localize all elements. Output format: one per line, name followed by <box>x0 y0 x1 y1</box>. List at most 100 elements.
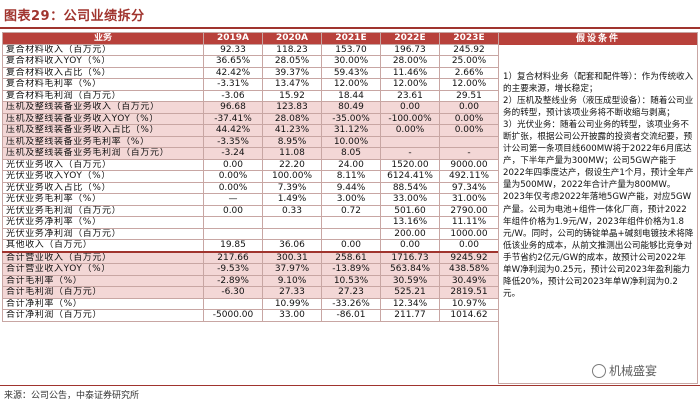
row-label: 复合材料毛利润（百万元） <box>2 89 204 102</box>
cell-value: 10.99% <box>262 297 322 310</box>
table-row: 合计净利润（百万元） -5000.00 33.00 -86.01 211.77 1014.… <box>2 309 499 322</box>
watermark: 机械盛宴 <box>592 362 657 379</box>
cell-value: 12.00% <box>321 78 381 91</box>
cell-value: -9.53% <box>203 263 263 276</box>
cell-value: 2790.00 <box>439 204 499 217</box>
row-label: 复合材料收入占比（%） <box>2 66 204 79</box>
table-row: 其他收入（百万元） 19.85 36.06 0.00 0.00 0.00 <box>2 239 499 252</box>
cell-value: 10.97% <box>439 297 499 310</box>
cell-value: 22.20 <box>262 158 322 171</box>
cell-value: 10.00% <box>321 135 381 148</box>
row-label: 光伏业务毛利润（百万元） <box>2 204 204 217</box>
cell-value: 29.51 <box>439 89 499 102</box>
cell-value: 28.05% <box>262 55 322 68</box>
cell-value: — <box>203 193 263 206</box>
row-label: 光伏业务净利润（百万元） <box>2 227 204 240</box>
row-label: 压机及整线装备业务收入占比（%） <box>2 124 204 137</box>
table-row: 光伏业务毛利率（%） —1.49% 3.00% 33.00% 31.00% <box>2 193 499 206</box>
cell-value: 2.66% <box>439 66 499 79</box>
header-2019a: 2019A <box>203 32 263 45</box>
cell-value: 13.16% <box>380 216 440 229</box>
cell-value: 31.00% <box>439 193 499 206</box>
cell-value: 0.33 <box>262 204 322 217</box>
cell-value: 97.34% <box>439 181 499 194</box>
row-label: 光伏业务毛利率（%） <box>2 193 204 206</box>
cell-value <box>321 216 381 229</box>
table-row: 光伏业务毛利润（百万元） 0.00 0.33 0.72 501.60 2790.00 <box>2 204 499 217</box>
cell-value: 41.23% <box>262 124 322 137</box>
table-row: 光伏业务收入YOY（%） 0.00% 100.00% 8.11% 6124.41% 492… <box>2 170 499 183</box>
assumptions-panel: 假设条件 1）复合材料业务（配套和配件等）：作为传统收入的主要来源，增长稳定； … <box>498 32 698 384</box>
cell-value: 217.66 <box>203 250 263 264</box>
bottom-divider <box>0 385 700 386</box>
cell-value: 44.42% <box>203 124 263 137</box>
cell-value: 28.00% <box>380 55 440 68</box>
cell-value: 0.00 <box>439 101 499 114</box>
cell-value: -37.41% <box>203 112 263 125</box>
cell-value: 11.11% <box>439 216 499 229</box>
title-divider <box>0 27 700 29</box>
cell-value: 30.49% <box>439 274 499 287</box>
cell-value: -35.00% <box>321 112 381 125</box>
assumptions-header: 假设条件 <box>499 33 697 45</box>
cell-value: 92.33 <box>203 43 263 56</box>
cell-value: 9000.00 <box>439 158 499 171</box>
cell-value: 8.05 <box>321 147 381 160</box>
cell-value: 25.00% <box>439 55 499 68</box>
row-label: 合计净利率（%） <box>2 297 204 310</box>
table-row: 压机及整线装备业务收入YOY（%） -37.41% 28.08% -35.00% -10… <box>2 112 499 125</box>
cell-value: - <box>439 147 499 160</box>
cell-value: -3.35% <box>203 135 263 148</box>
cell-value: 211.77 <box>380 309 440 322</box>
cell-value: 492.11% <box>439 170 499 183</box>
cell-value: 27.33 <box>262 286 322 299</box>
cell-value: 0.00% <box>203 170 263 183</box>
row-label: 复合材料毛利率（%） <box>2 78 204 91</box>
cell-value: 39.37% <box>262 66 322 79</box>
cell-value: 9245.92 <box>439 250 499 264</box>
cell-value: 0.00 <box>203 158 263 171</box>
cell-value: -3.06 <box>203 89 263 102</box>
row-label: 合计营业收入YOY（%） <box>2 263 204 276</box>
cell-value: 30.59% <box>380 274 440 287</box>
cell-value: 36.06 <box>262 239 322 252</box>
cell-value <box>262 216 322 229</box>
cell-value: -13.89% <box>321 263 381 276</box>
cell-value: 19.85 <box>203 239 263 252</box>
cell-value: 6124.41% <box>380 170 440 183</box>
cell-value: 0.00 <box>380 101 440 114</box>
table-row: 复合材料毛利率（%） -3.31% 13.47% 12.00% 12.00% 12.00% <box>2 78 499 91</box>
cell-value: 1520.00 <box>380 158 440 171</box>
table-row: 合计毛利润（百万元） -6.30 27.33 27.23 525.21 2819.51 <box>2 286 499 299</box>
cell-value: 11.08 <box>262 147 322 160</box>
table-header-row: 业务 2019A 2020A 2021E 2022E 2023E <box>2 32 499 45</box>
row-label: 光伏业务收入YOY（%） <box>2 170 204 183</box>
cell-value: 0.00 <box>321 239 381 252</box>
table-row: 光伏业务净利润（百万元） 200.00 1000.00 <box>2 227 499 240</box>
cell-value: 15.92 <box>262 89 322 102</box>
cell-value: 200.00 <box>380 227 440 240</box>
table-row: 复合材料毛利润（百万元） -3.06 15.92 18.44 23.61 29.51 <box>2 89 499 102</box>
assumption-pv: 3）光伏业务：随着公司业务的转型，该项业务不断扩张，根据公司公开披露的投资者交流… <box>503 120 694 299</box>
cell-value: -5000.00 <box>203 309 263 322</box>
cell-value: 28.08% <box>262 112 322 125</box>
cell-value: - <box>380 147 440 160</box>
row-label: 压机及整线装备业务毛利润（百万元） <box>2 147 204 160</box>
row-label: 压机及整线装备业务收入YOY（%） <box>2 112 204 125</box>
cell-value: 13.47% <box>262 78 322 91</box>
cell-value: 0.00% <box>380 124 440 137</box>
cell-value: 1716.73 <box>380 250 440 264</box>
table-row: 压机及整线装备业务收入（百万元） 96.68 123.83 80.49 0.00 0.00 <box>2 101 499 114</box>
assumption-composite: 1）复合材料业务（配套和配件等）：作为传统收入的主要来源，增长稳定； <box>503 72 694 95</box>
table-row: 复合材料收入YOY（%） 36.65% 28.05% 30.00% 28.00% 25.0… <box>2 55 499 68</box>
cell-value: -2.89% <box>203 274 263 287</box>
table-row: 光伏业务净利率（%） 13.16% 11.11% <box>2 216 499 229</box>
row-label: 合计毛利率（%） <box>2 274 204 287</box>
cell-value: 100.00% <box>262 170 322 183</box>
cell-value: 42.42% <box>203 66 263 79</box>
cell-value: 0.00% <box>439 112 499 125</box>
cell-value: 245.92 <box>439 43 499 56</box>
figure-title: 图表29：公司业绩拆分 <box>4 9 145 24</box>
cell-value: 1.49% <box>262 193 322 206</box>
cell-value: 1014.62 <box>439 309 499 322</box>
